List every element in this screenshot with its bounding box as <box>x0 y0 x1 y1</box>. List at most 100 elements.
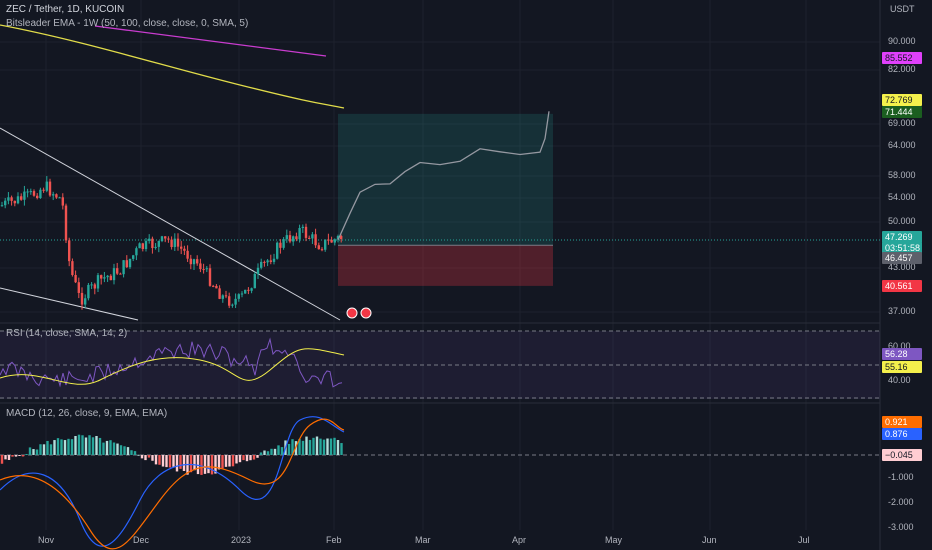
symbol-title: ZEC / Tether, 1D, KUCOIN <box>6 4 125 15</box>
macd-histogram-bar-67 <box>235 455 238 464</box>
candle-body-30 <box>96 275 100 289</box>
candle-body-50 <box>160 236 164 242</box>
candle-body-96 <box>308 237 311 239</box>
candle-body-58 <box>186 250 189 259</box>
macd-histogram-bar-9 <box>32 449 35 455</box>
macd-histogram-bar-44 <box>154 455 158 465</box>
candle-body-100 <box>320 249 324 251</box>
candle-body-42 <box>135 248 138 256</box>
candle-body-22 <box>71 261 74 275</box>
macd-histogram-bar-46 <box>161 455 165 467</box>
rsi-band <box>0 331 880 399</box>
candle-body-103 <box>330 239 333 243</box>
candle-body-62 <box>199 263 202 270</box>
signal-price-tag: 0.921 <box>882 416 922 428</box>
macd-histogram-bar-76 <box>266 451 270 455</box>
macd-histogram-bar-61 <box>214 455 217 474</box>
macd-histogram-bar-31 <box>109 440 112 455</box>
macd-histogram-bar-21 <box>74 436 77 455</box>
time-axis-label-3: Feb <box>326 535 342 545</box>
candle-body-53 <box>170 239 173 248</box>
macd-histogram-bar-77 <box>270 448 273 455</box>
macd-histogram-bar-17 <box>60 439 63 455</box>
macd-histogram-bar-89 <box>312 437 315 455</box>
macd-histogram-bar-34 <box>119 445 123 455</box>
candle-body-86 <box>276 242 279 259</box>
macd-histogram-bar-72 <box>252 455 256 460</box>
candle-body-77 <box>247 289 250 291</box>
macd-histogram-bar-8 <box>28 447 32 455</box>
candle-body-83 <box>266 260 269 263</box>
macd-axis-tick-1: -2.000 <box>888 497 914 507</box>
macd-histogram-bar-60 <box>210 455 214 475</box>
event-marker-2 <box>360 307 372 319</box>
candle-body-7 <box>23 191 26 200</box>
candle-body-72 <box>231 304 234 306</box>
candle-body-1 <box>4 200 7 206</box>
price-axis-tick-7: 43.000 <box>888 262 916 272</box>
candle-body-43 <box>138 243 141 249</box>
histogram-price-tag: −0.045 <box>882 449 922 461</box>
rsi-line <box>0 337 343 388</box>
candle-body-105 <box>336 236 340 240</box>
macd-histogram-bar-36 <box>126 447 130 455</box>
candle-body-101 <box>324 239 327 250</box>
macd-histogram-bar-12 <box>42 444 46 455</box>
candle-body-28 <box>90 284 93 286</box>
macd-histogram-bar-15 <box>53 440 56 455</box>
macd-histogram-bar-94 <box>329 438 333 455</box>
macd-histogram-bar-35 <box>123 446 126 455</box>
macd-pane-title[interactable]: MACD (12, 26, close, 9, EMA, EMA) <box>6 408 168 419</box>
price-axis-tick-2: 69.000 <box>888 118 916 128</box>
macd-signal-line <box>0 418 345 550</box>
macd-histogram-bar-16 <box>56 438 60 455</box>
macd-histogram-bar-86 <box>301 440 305 455</box>
rsi-axis-tick-0: 60.00 <box>888 341 911 351</box>
macd-histogram-bar-56 <box>196 455 200 475</box>
macd-axis-tick-2: -3.000 <box>888 522 914 532</box>
macd-histogram-bar-90 <box>315 436 319 455</box>
candle-body-99 <box>317 245 320 250</box>
candle-body-97 <box>311 234 314 239</box>
macd-price-tag: 0.876 <box>882 428 922 440</box>
candle-body-81 <box>260 261 263 268</box>
candle-body-90 <box>288 235 292 242</box>
candle-body-39 <box>125 260 128 268</box>
macd-histogram-bar-65 <box>228 455 231 467</box>
price-axis-tick-6: 50.000 <box>888 216 916 226</box>
candle-body-61 <box>196 259 199 264</box>
candle-body-51 <box>164 236 167 239</box>
candle-body-18 <box>58 197 61 199</box>
time-axis-label-7: Jun <box>702 535 717 545</box>
candle-body-10 <box>32 191 36 196</box>
candle-body-71 <box>228 296 231 306</box>
ema-indicator-title[interactable]: Bitsleader EMA - 1W (50, 100, close, clo… <box>6 18 249 29</box>
macd-histogram-bar-41 <box>144 455 147 461</box>
price-axis-tick-4: 58.000 <box>888 170 916 180</box>
macd-histogram-bar-6 <box>21 455 25 457</box>
candle-body-60 <box>192 259 196 265</box>
currency-label: USDT <box>890 4 915 14</box>
candle-body-14 <box>45 181 48 191</box>
candle-body-24 <box>77 282 80 293</box>
rsi-pane-title[interactable]: RSI (14, close, SMA, 14, 2) <box>6 328 128 339</box>
target-zone <box>338 113 553 246</box>
macd-histogram-bar-78 <box>273 448 277 455</box>
macd-histogram-bar-38 <box>133 451 137 455</box>
candle-body-78 <box>250 288 253 291</box>
macd-histogram-bar-4 <box>14 455 18 457</box>
macd-histogram-bar-59 <box>207 455 210 474</box>
entry-price-tag: 46.457 <box>882 252 922 264</box>
macd-histogram-bar-51 <box>179 455 182 469</box>
candle-body-8 <box>26 191 29 193</box>
macd-histogram-bar-18 <box>63 440 67 455</box>
candle-body-92 <box>295 236 298 240</box>
macd-histogram-bar-5 <box>18 455 21 456</box>
macd-histogram-bar-97 <box>340 443 343 455</box>
macd-histogram-bar-33 <box>116 443 119 455</box>
macd-histogram-bar-62 <box>217 455 221 470</box>
macd-histogram-bar-29 <box>102 442 105 455</box>
candle-body-104 <box>333 239 336 243</box>
candle-body-9 <box>29 191 32 193</box>
